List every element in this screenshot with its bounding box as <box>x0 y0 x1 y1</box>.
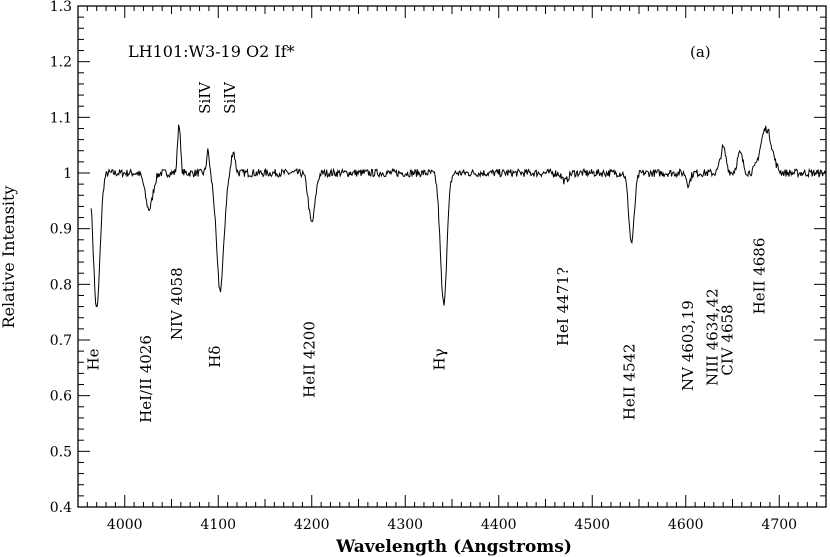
x-tick-label: 4100 <box>200 517 236 533</box>
line-label: Hγ <box>431 348 449 370</box>
y-tick-label: 0.5 <box>50 444 72 460</box>
x-tick-label: 4000 <box>107 517 143 533</box>
plot-frame <box>77 5 827 508</box>
y-tick-label: 1.3 <box>50 0 72 15</box>
x-tick-label: 4700 <box>761 517 797 533</box>
y-tick-label: 0.9 <box>50 222 72 238</box>
panel-label: (a) <box>690 43 711 61</box>
y-tick-label: 1.2 <box>50 55 72 71</box>
line-label: He <box>85 348 103 370</box>
line-label: HeII 4200 <box>301 321 319 398</box>
line-labels: He HeI/II 4026 NIV 4058 SiIV SiIV Hδ HeII 4200… <box>85 81 769 423</box>
y-tick-label: 1 <box>63 166 72 182</box>
y-tick-label: 0.6 <box>50 389 72 405</box>
line-label: NIV 4058 <box>168 267 186 340</box>
line-label: NIII 4634,42 <box>704 288 722 386</box>
line-label: SiIV <box>221 81 239 114</box>
y-tick-label: 0.8 <box>50 277 72 293</box>
x-tick-label: 4600 <box>668 517 704 533</box>
line-label: SiIV <box>196 81 214 114</box>
line-label: HeII 4542 <box>620 343 638 420</box>
y-axis-label: Relative Intensity <box>0 186 18 329</box>
axis-ticks <box>77 5 827 508</box>
line-label: Hδ <box>206 346 224 368</box>
axis-tick-labels: 4000 4100 4200 4300 4400 4500 4600 4700 0.4 0.5 0.… <box>50 0 797 533</box>
line-label: HeI 4471? <box>554 267 572 346</box>
y-tick-label: 1.1 <box>50 110 72 126</box>
x-tick-label: 4400 <box>481 517 517 533</box>
line-label: NV 4603,19 <box>679 300 697 391</box>
line-label: CIV 4658 <box>719 304 737 375</box>
y-tick-label: 0.7 <box>50 333 72 349</box>
x-axis-label: Wavelength (Angstroms) <box>335 537 572 557</box>
line-label: HeII 4686 <box>750 238 768 315</box>
x-tick-label: 4300 <box>387 517 423 533</box>
chart-title: LH101:W3-19 O2 If* <box>128 42 295 61</box>
plot-frame-rect <box>77 5 827 508</box>
spectrum-line <box>90 124 826 307</box>
x-tick-label: 4500 <box>574 517 610 533</box>
y-tick-label: 0.4 <box>50 500 72 516</box>
line-label: HeI/II 4026 <box>137 335 155 423</box>
x-tick-label: 4200 <box>294 517 330 533</box>
